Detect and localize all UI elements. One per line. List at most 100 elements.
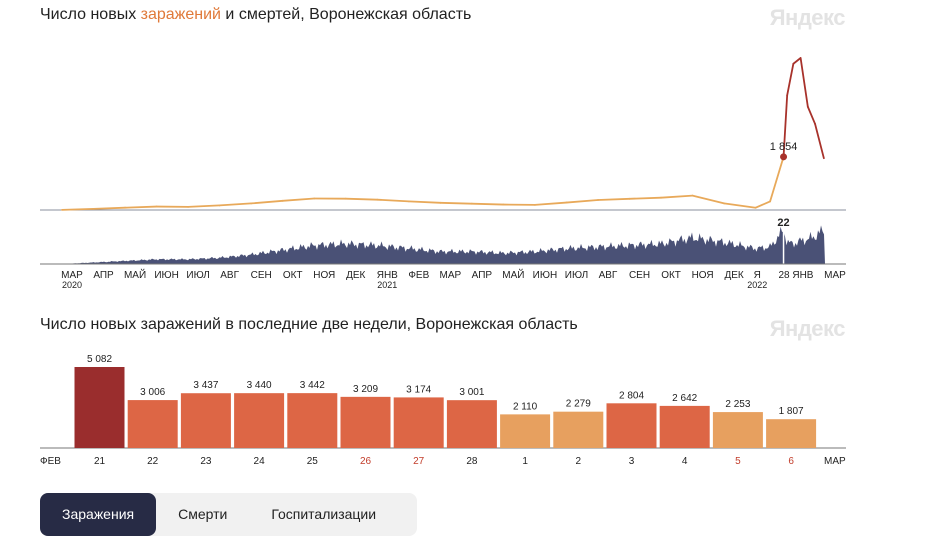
cases-line-segment xyxy=(470,202,505,206)
bar-category-label: 6 xyxy=(788,456,794,467)
x-tick-label: ИЮН xyxy=(154,270,179,281)
bar-category-label: 3 xyxy=(629,456,635,467)
bar[interactable] xyxy=(500,414,551,448)
tab-hospitalizations[interactable]: Госпитализации xyxy=(271,506,377,522)
cases-line-segment xyxy=(799,57,809,108)
bar-value-label: 3 442 xyxy=(300,380,325,391)
x-tick-label: ЯНВ xyxy=(377,270,398,281)
cases-line-segment xyxy=(439,201,473,205)
bar-category-label: 24 xyxy=(254,456,266,467)
bar[interactable] xyxy=(393,397,444,448)
deaths-marker-label: 22 xyxy=(777,217,789,229)
bar[interactable] xyxy=(659,405,710,448)
bar-category-label: 25 xyxy=(307,456,319,467)
cases-marker xyxy=(780,153,788,161)
bar-value-label: 3 001 xyxy=(459,387,484,398)
tab-deaths[interactable]: Смерти xyxy=(178,506,228,522)
x-tick-label: ИЮЛ xyxy=(186,270,209,281)
cases-line-segment xyxy=(534,201,568,206)
cases-line-segment xyxy=(281,197,316,202)
bar[interactable] xyxy=(712,412,763,448)
x-tick-year: 2020 xyxy=(62,280,82,290)
cases-line-segment xyxy=(786,62,795,97)
cases-line-segment xyxy=(806,105,816,125)
cases-deaths-chart: 1 854 22 МАР 2020 АПР МАЙ ИЮН ИЮЛ АВГ СЕН ОКТ НОЯ… xyxy=(40,57,846,290)
cases-line-segment xyxy=(814,123,825,160)
x-tick-label: Я xyxy=(754,270,761,281)
chart1-title: Число новых заражений и смертей, Воронеж… xyxy=(40,6,472,23)
x-tick-label: АПР xyxy=(93,270,114,281)
x-tick-label: МАЙ xyxy=(124,268,146,281)
cases-line-segment xyxy=(124,205,158,209)
bar[interactable] xyxy=(340,396,391,448)
bar[interactable] xyxy=(553,411,604,448)
bar[interactable] xyxy=(446,400,497,448)
bar-category-label: 22 xyxy=(147,456,159,467)
cases-line-segment xyxy=(723,202,757,209)
cases-line-segment xyxy=(218,202,253,207)
cases-line-segment xyxy=(691,194,726,205)
mar-axis-label: МАР xyxy=(824,456,846,467)
bar-value-label: 2 642 xyxy=(672,393,697,404)
bar-value-label: 2 253 xyxy=(725,399,750,410)
yandex-logo-2: Яндекс xyxy=(769,316,846,341)
cases-line-segment xyxy=(660,194,694,199)
feb-axis-label: ФЕВ xyxy=(40,456,61,467)
bar-category-label: 28 xyxy=(466,456,478,467)
bar-category-label: 23 xyxy=(200,456,212,467)
cases-line-segment xyxy=(407,200,442,204)
x-tick-label: НОЯ xyxy=(692,270,714,281)
x-tick-label: АПР xyxy=(472,270,493,281)
yandex-logo: Яндекс xyxy=(769,5,846,30)
cases-line-segment xyxy=(344,197,379,201)
x-tick-label: СЕН xyxy=(629,270,650,281)
bar-value-label: 2 804 xyxy=(619,390,644,401)
bar[interactable] xyxy=(606,403,657,448)
bar-value-label: 1 807 xyxy=(779,406,804,417)
bar[interactable] xyxy=(127,400,178,448)
x-tick-label: НОЯ xyxy=(313,270,335,281)
bar-category-label: 21 xyxy=(94,456,106,467)
bar[interactable] xyxy=(287,393,338,448)
x-tick-label: ФЕВ xyxy=(408,270,429,281)
x-tick-year: 2022 xyxy=(747,280,767,290)
bar[interactable] xyxy=(74,367,125,448)
bar[interactable] xyxy=(180,393,231,448)
x-tick-label: МАР xyxy=(824,270,846,281)
bar[interactable] xyxy=(766,419,817,448)
cases-line-segment xyxy=(782,94,789,158)
tab-infections[interactable]: Заражения xyxy=(40,493,157,536)
cases-line-segment xyxy=(61,207,95,211)
cases-line-segment xyxy=(792,57,802,65)
bar[interactable] xyxy=(234,393,285,448)
bar-value-label: 3 174 xyxy=(406,384,431,395)
cases-line-segment xyxy=(628,196,662,200)
x-tick-label: ДЕК xyxy=(346,270,365,281)
bar-value-label: 3 437 xyxy=(193,380,218,391)
bar-category-label: 4 xyxy=(682,456,688,467)
x-tick-label: ЯНВ xyxy=(792,270,813,281)
x-tick-label: ИЮН xyxy=(533,270,558,281)
deaths-area xyxy=(62,225,825,264)
bar-value-label: 2 110 xyxy=(513,401,538,412)
cases-line-segment xyxy=(754,200,772,209)
cases-line-segment xyxy=(565,199,599,204)
x-tick-label: МАР xyxy=(440,270,462,281)
cases-line-segment xyxy=(92,206,126,210)
x-tick-label: АВГ xyxy=(220,270,239,281)
cases-marker-label: 1 854 xyxy=(770,141,798,153)
bar-value-label: 3 006 xyxy=(140,387,165,398)
x-tick-label: МАЙ xyxy=(502,268,524,281)
bar-value-label: 3 209 xyxy=(353,384,378,395)
x-tick-label: ДЕК xyxy=(724,270,743,281)
bar-category-label: 26 xyxy=(360,456,372,467)
metric-tabs: Заражения Смерти Госпитализации xyxy=(40,493,417,536)
x-tick-label: ОКТ xyxy=(283,270,303,281)
bar-category-label: 27 xyxy=(413,456,425,467)
x-tick-label: СЕН xyxy=(251,270,272,281)
bar-value-label: 3 440 xyxy=(247,380,272,391)
x-tick-year: 2021 xyxy=(377,280,397,290)
cases-line-segment xyxy=(597,197,631,201)
x-tick-label: ОКТ xyxy=(661,270,681,281)
